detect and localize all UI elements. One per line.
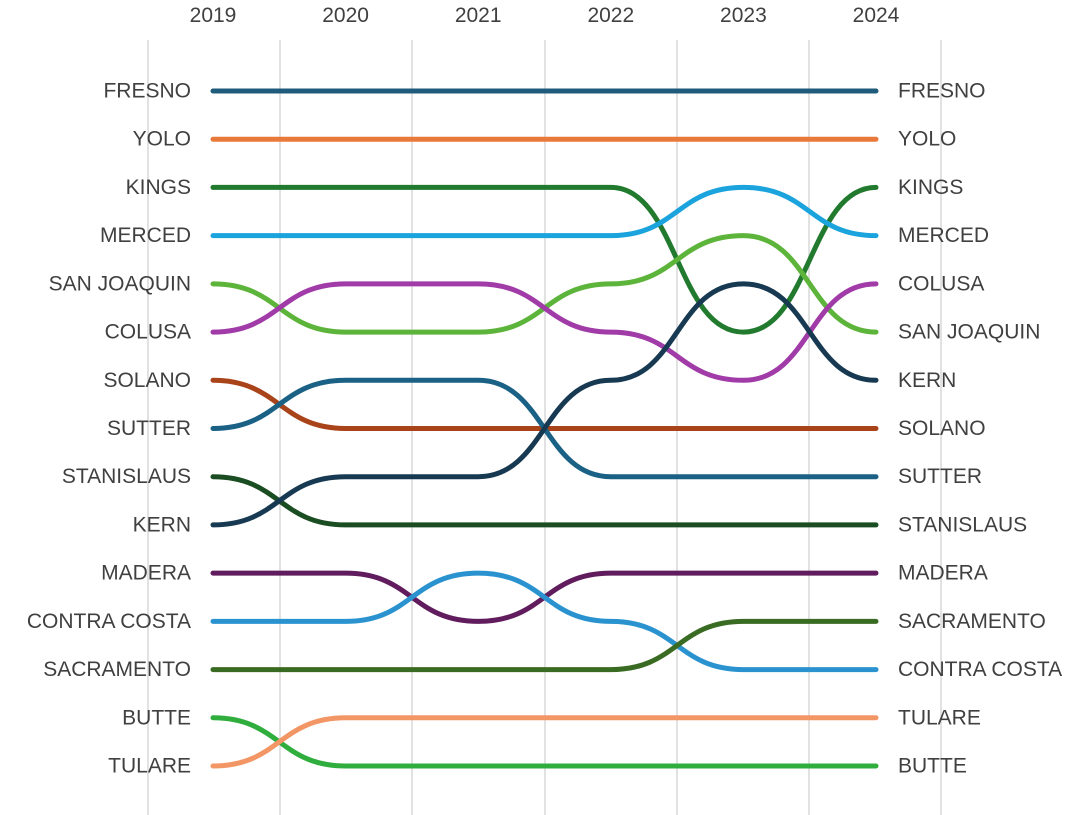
left-rank-label: MERCED — [100, 224, 191, 247]
right-rank-label: MADERA — [898, 562, 988, 585]
series-line-contra-costa — [210, 570, 879, 673]
right-rank-label: SUTTER — [898, 465, 982, 488]
left-rank-label: TULARE — [108, 755, 191, 778]
series-line-tulare — [210, 715, 879, 769]
right-rank-label: BUTTE — [898, 755, 967, 778]
series-line-butte — [210, 715, 879, 769]
left-rank-label: CONTRA COSTA — [27, 610, 191, 633]
series-lines — [210, 88, 879, 769]
right-rank-label: STANISLAUS — [898, 513, 1027, 536]
left-rank-label: STANISLAUS — [62, 465, 191, 488]
right-rank-label: COLUSA — [898, 272, 984, 295]
right-rank-label: YOLO — [898, 128, 956, 151]
series-line-colusa — [210, 281, 879, 383]
left-rank-label: KERN — [133, 513, 191, 536]
left-rank-label: FRESNO — [103, 80, 191, 103]
year-label: 2022 — [587, 4, 634, 27]
left-rank-label: SOLANO — [103, 369, 191, 392]
series-line-solano — [210, 377, 879, 432]
series-line-stanislaus — [210, 474, 879, 528]
year-label: 2024 — [853, 4, 900, 27]
year-label: 2019 — [190, 4, 237, 27]
right-rank-label: SAN JOAQUIN — [898, 321, 1040, 344]
left-rank-label: BUTTE — [122, 706, 191, 729]
series-line-sacramento — [210, 618, 879, 673]
right-rank-label: FRESNO — [898, 80, 986, 103]
right-rank-label: CONTRA COSTA — [898, 658, 1062, 681]
left-rank-labels: FRESNO YOLO KINGS MERCED SAN JOAQUIN COLUSA SO… — [27, 80, 191, 778]
left-rank-label: KINGS — [126, 176, 191, 199]
series-line-madera — [210, 570, 879, 624]
series-line-sutter — [210, 377, 879, 480]
year-label: 2023 — [720, 4, 767, 27]
series-line-merced — [210, 184, 879, 239]
series-line-san-joaquin — [210, 233, 879, 335]
left-rank-label: SUTTER — [107, 417, 191, 440]
left-rank-label: MADERA — [101, 562, 191, 585]
year-label: 2020 — [322, 4, 369, 27]
right-rank-label: TULARE — [898, 706, 981, 729]
left-rank-label: COLUSA — [105, 321, 191, 344]
right-rank-label: MERCED — [898, 224, 989, 247]
year-axis-labels: 2019 2020 2021 2022 2023 2024 — [190, 4, 900, 27]
year-label: 2021 — [455, 4, 502, 27]
left-rank-label: SACRAMENTO — [43, 658, 191, 681]
series-line-kern — [210, 281, 879, 528]
right-rank-label: SACRAMENTO — [898, 610, 1046, 633]
right-rank-label: KINGS — [898, 176, 963, 199]
left-rank-label: YOLO — [133, 128, 191, 151]
left-rank-label: SAN JOAQUIN — [49, 272, 191, 295]
right-rank-label: KERN — [898, 369, 956, 392]
right-rank-label: SOLANO — [898, 417, 986, 440]
right-rank-labels: FRESNO YOLO KINGS MERCED COLUSA SAN JOAQUIN KE… — [898, 80, 1062, 778]
